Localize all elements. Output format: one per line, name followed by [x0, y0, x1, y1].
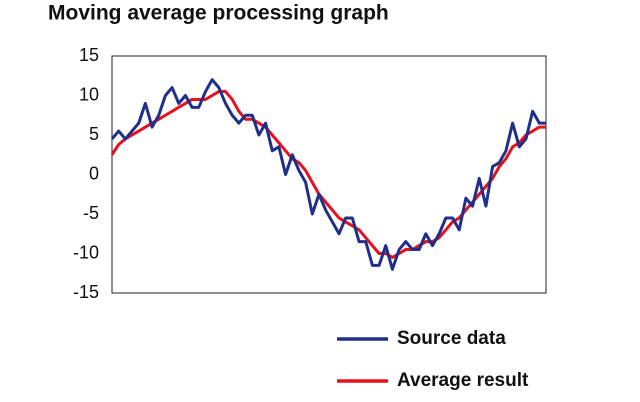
series-line [110, 78, 546, 271]
y-tick-label: -5 [83, 203, 99, 223]
chart-title: Moving average processing graph [48, 2, 389, 25]
y-tick-label: 10 [79, 84, 99, 104]
plot-frame [111, 55, 547, 294]
legend-label: Source data [397, 328, 506, 349]
y-tick-label: 5 [89, 124, 99, 144]
y-tick-label: 0 [89, 163, 99, 183]
y-tick-label: 15 [79, 45, 99, 65]
y-tick-label: -10 [73, 242, 99, 262]
legend-label: Average result [397, 370, 529, 391]
y-tick-label: -15 [73, 282, 99, 302]
series-line [110, 90, 546, 259]
